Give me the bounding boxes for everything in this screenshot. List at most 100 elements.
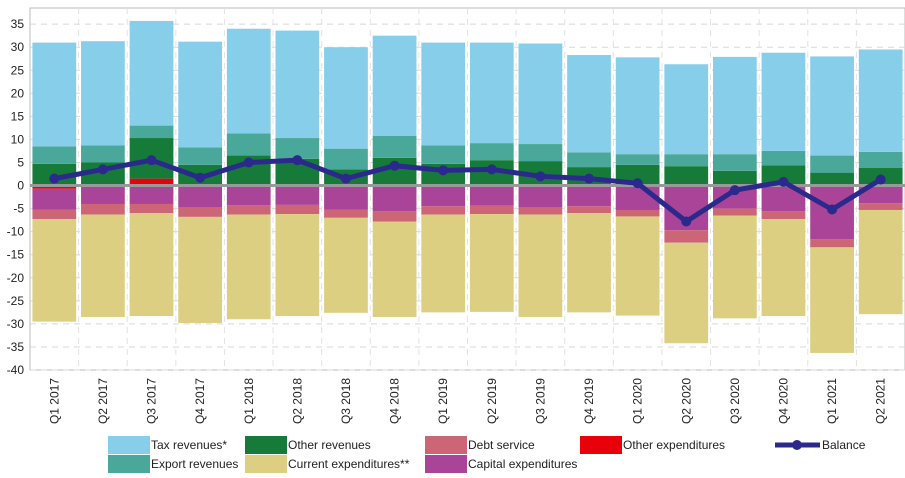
bar	[421, 214, 466, 313]
balance-line	[53, 157, 883, 225]
bar	[858, 49, 903, 152]
bar	[567, 206, 611, 214]
balance-point	[146, 155, 157, 166]
balance-point	[195, 172, 206, 183]
balance-point	[778, 176, 789, 187]
bar	[664, 242, 709, 344]
y-tick-label: 35	[11, 17, 25, 31]
bar	[275, 185, 320, 205]
legend-label: Balance	[822, 438, 866, 452]
bar	[761, 219, 806, 317]
bar	[761, 165, 806, 186]
bar	[129, 185, 174, 204]
bar	[567, 185, 611, 207]
legend-label: Export revenues	[151, 457, 238, 471]
legend-swatch	[108, 455, 150, 473]
bar	[469, 214, 514, 312]
bar	[324, 185, 368, 210]
x-tick-label: Q3 2017	[145, 378, 159, 424]
x-tick-label: Q2 2021	[874, 378, 888, 424]
legend-label: Other expenditures	[623, 438, 725, 452]
bar	[275, 204, 320, 215]
bar	[615, 154, 660, 165]
bar	[226, 133, 271, 156]
bar	[129, 20, 174, 126]
balance-point	[340, 173, 351, 184]
legend-swatch	[245, 455, 287, 473]
legend-marker	[792, 440, 802, 450]
bar	[372, 35, 417, 136]
y-tick-label: -5	[13, 202, 24, 216]
x-tick-label: Q2 2019	[485, 378, 499, 424]
bar	[664, 154, 709, 167]
bar	[324, 217, 368, 313]
bar	[712, 170, 757, 186]
y-tick-label: -15	[7, 248, 25, 262]
bar	[810, 56, 854, 156]
legend-label: Tax revenues*	[151, 438, 227, 452]
bar	[761, 211, 806, 220]
bar	[129, 125, 174, 139]
bar	[324, 209, 368, 218]
balance-point	[681, 216, 692, 227]
y-tick-label: 20	[11, 86, 25, 100]
bar	[858, 209, 903, 315]
x-tick-label: Q1 2021	[825, 378, 839, 424]
bar	[421, 185, 466, 207]
bar	[81, 185, 125, 204]
bar	[518, 185, 563, 208]
bar	[469, 42, 514, 144]
bar	[712, 185, 757, 209]
legend-label: Capital expenditures	[468, 457, 577, 471]
bar	[81, 145, 125, 163]
bar	[226, 205, 271, 215]
bar	[324, 148, 368, 170]
balance-point	[632, 178, 643, 189]
bar	[129, 203, 174, 214]
y-tick-label: 25	[11, 63, 25, 77]
bar	[567, 213, 611, 313]
balance-point	[243, 157, 254, 168]
bar	[810, 239, 854, 248]
x-tick-label: Q4 2017	[193, 378, 207, 424]
y-tick-label: -40	[7, 363, 25, 377]
y-tick-label: 5	[17, 155, 24, 169]
bar	[372, 185, 417, 212]
y-tick-label: -25	[7, 294, 25, 308]
y-tick-label: 10	[11, 132, 25, 146]
y-tick-label: -10	[7, 225, 25, 239]
y-tick-label: -20	[7, 271, 25, 285]
balance-point	[389, 160, 400, 171]
legend-label: Other revenues	[288, 438, 371, 452]
bar	[32, 188, 77, 210]
bar	[81, 214, 125, 317]
bar	[469, 185, 514, 206]
balance-point	[535, 171, 546, 182]
bar	[518, 214, 563, 317]
x-tick-label: Q3 2020	[728, 378, 742, 424]
legend-swatch	[425, 436, 467, 454]
bar	[32, 185, 77, 189]
bar	[275, 214, 320, 317]
bar	[469, 205, 514, 215]
bar	[810, 172, 854, 186]
bar	[81, 203, 125, 215]
bar	[712, 215, 757, 319]
bar	[421, 145, 466, 164]
x-tick-label: Q1 2020	[631, 378, 645, 424]
y-tick-label: 0	[17, 179, 24, 193]
x-tick-label: Q2 2018	[290, 378, 304, 424]
bar	[712, 154, 757, 171]
bar	[275, 30, 320, 139]
bar	[32, 42, 77, 147]
x-tick-label: Q4 2019	[582, 378, 596, 424]
bar	[810, 155, 854, 173]
bar	[226, 214, 271, 320]
x-tick-label: Q4 2018	[388, 378, 402, 424]
bar	[178, 41, 223, 148]
x-tick-label: Q1 2017	[47, 378, 61, 424]
bar	[810, 247, 854, 353]
legend-label: Current expenditures**	[288, 457, 410, 471]
bar	[372, 211, 417, 222]
